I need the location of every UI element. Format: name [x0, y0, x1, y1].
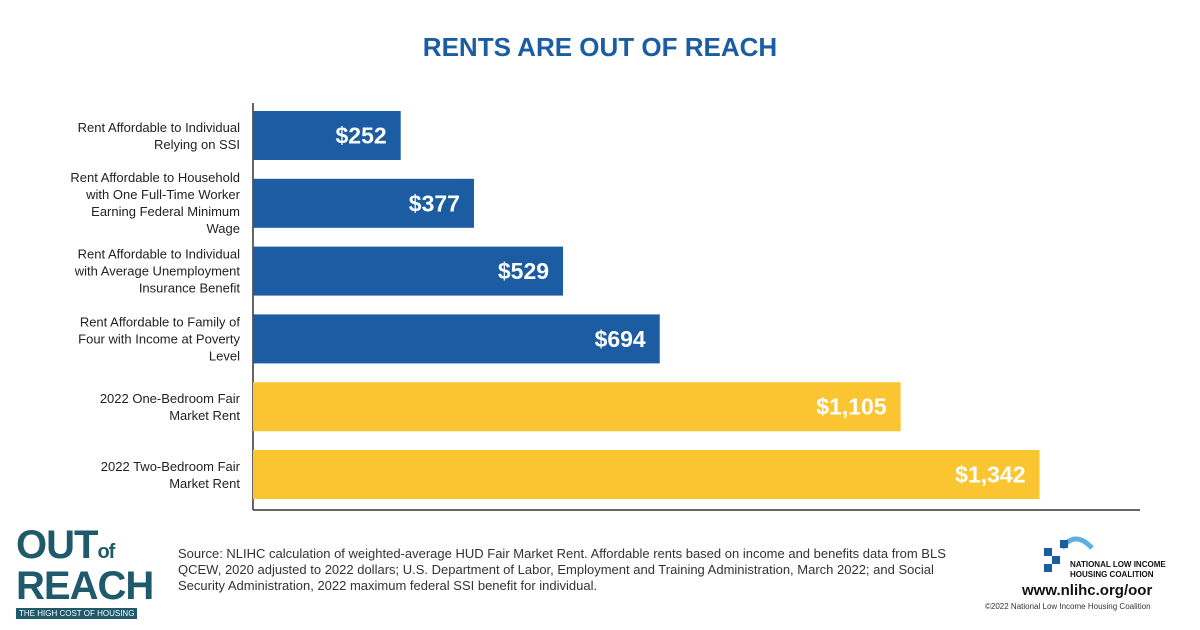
bar: [253, 314, 660, 364]
bar: [253, 246, 564, 296]
source-note: Source: NLIHC calculation of weighted-av…: [178, 546, 946, 593]
bar: [253, 450, 1040, 499]
org-name: NATIONAL LOW INCOME HOUSING COALITION: [1070, 560, 1166, 579]
value-label: $694: [595, 326, 646, 352]
logo-text: OUT: [16, 523, 98, 567]
bar: [253, 382, 901, 432]
logo-text: of: [97, 541, 115, 563]
logo-text: REACH: [16, 564, 154, 608]
logo-tagline: THE HIGH COST OF HOUSING: [16, 608, 138, 619]
chart-title: RENTS ARE OUT OF REACH: [422, 32, 778, 62]
category-label: 2022 One-Bedroom Fair Market Rent: [99, 390, 240, 423]
value-label: $377: [409, 190, 460, 216]
value-label: $529: [498, 258, 549, 284]
value-label: $1,105: [816, 394, 887, 420]
value-label: $1,342: [955, 462, 1025, 488]
bar: [253, 178, 474, 228]
category-label: 2022 Two-Bedroom Fair Market Rent: [100, 458, 240, 491]
category-label: Rent Affordable to Individual Relying on…: [77, 119, 240, 152]
category-label: Rent Affordable to Family of Four with I…: [78, 314, 240, 364]
org-url: www.nlihc.org/oor: [1022, 582, 1153, 599]
nlihc-icon: [1044, 536, 1094, 572]
bar: [253, 111, 401, 160]
category-label: Rent Affordable to Individual with Avera…: [74, 246, 240, 296]
logo: OUTof REACH THE HIGH COST OF HOUSING: [16, 525, 154, 621]
category-label: Rent Affordable to Household with One Fu…: [70, 170, 240, 237]
copyright: ©2022 National Low Income Housing Coalit…: [985, 602, 1151, 611]
value-label: $252: [336, 123, 387, 149]
